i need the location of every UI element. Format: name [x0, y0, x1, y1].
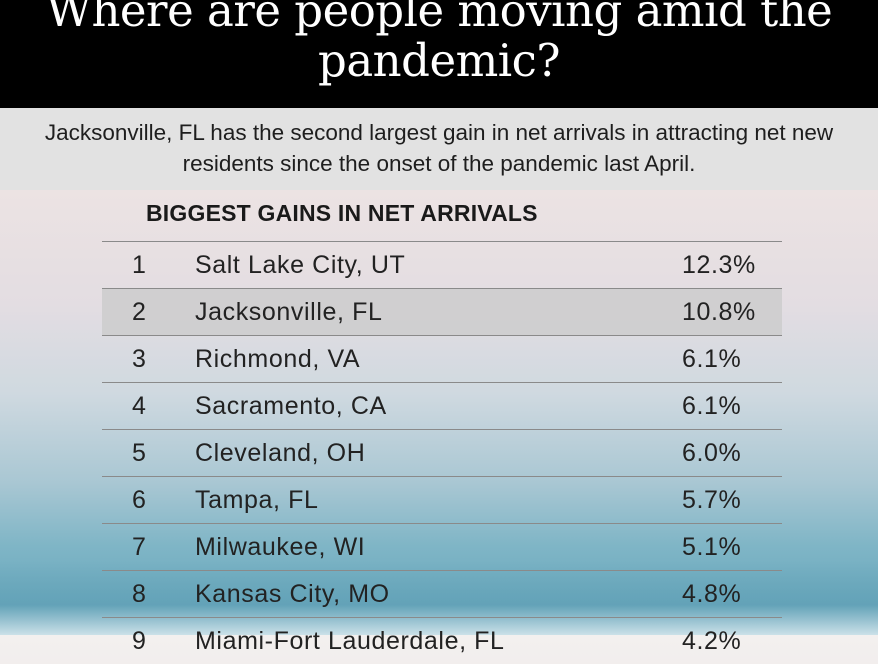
value-cell: 4.2%	[682, 627, 742, 655]
table-row: 2 Jacksonville, FL 10.8%	[102, 288, 782, 335]
subtitle-text: Jacksonville, FL has the second largest …	[44, 120, 834, 176]
rank-cell: 7	[132, 533, 147, 561]
header-banner: Where are people moving amid the pandemi…	[0, 0, 878, 108]
city-cell: Salt Lake City, UT	[195, 251, 406, 279]
city-cell: Cleveland, OH	[195, 439, 366, 467]
value-cell: 6.1%	[682, 345, 742, 373]
rank-cell: 1	[132, 251, 147, 279]
background-sea	[0, 560, 878, 635]
table-row: 1 Salt Lake City, UT 12.3%	[102, 241, 782, 288]
value-cell: 6.1%	[682, 392, 742, 420]
city-cell: Miami-Fort Lauderdale, FL	[195, 627, 505, 655]
value-cell: 5.7%	[682, 486, 742, 514]
city-cell: Tampa, FL	[195, 486, 319, 514]
value-cell: 4.8%	[682, 580, 742, 608]
table-row: 5 Cleveland, OH 6.0%	[102, 429, 782, 476]
value-cell: 6.0%	[682, 439, 742, 467]
page-title: Where are people moving amid the pandemi…	[45, 0, 833, 87]
city-cell: Richmond, VA	[195, 345, 361, 373]
rank-cell: 8	[132, 580, 147, 608]
city-cell: Sacramento, CA	[195, 392, 387, 420]
rank-cell: 2	[132, 298, 147, 326]
table-row: 4 Sacramento, CA 6.1%	[102, 382, 782, 429]
value-cell: 10.8%	[682, 298, 756, 326]
rank-cell: 4	[132, 392, 147, 420]
table-row: 7 Milwaukee, WI 5.1%	[102, 523, 782, 570]
rank-cell: 5	[132, 439, 147, 467]
table-title: BIGGEST GAINS IN NET ARRIVALS	[146, 200, 538, 226]
table-row: 3 Richmond, VA 6.1%	[102, 335, 782, 382]
rank-cell: 3	[132, 345, 147, 373]
table-row: 9 Miami-Fort Lauderdale, FL 4.2%	[102, 617, 782, 664]
city-cell: Kansas City, MO	[195, 580, 390, 608]
city-cell: Jacksonville, FL	[195, 298, 383, 326]
table-row: 8 Kansas City, MO 4.8%	[102, 570, 782, 617]
subtitle-band: Jacksonville, FL has the second largest …	[0, 108, 878, 190]
rank-cell: 6	[132, 486, 147, 514]
value-cell: 12.3%	[682, 251, 756, 279]
value-cell: 5.1%	[682, 533, 742, 561]
city-cell: Milwaukee, WI	[195, 533, 366, 561]
ranking-table: 1 Salt Lake City, UT 12.3% 2 Jacksonville, F…	[102, 241, 782, 664]
rank-cell: 9	[132, 627, 147, 655]
table-row: 6 Tampa, FL 5.7%	[102, 476, 782, 523]
